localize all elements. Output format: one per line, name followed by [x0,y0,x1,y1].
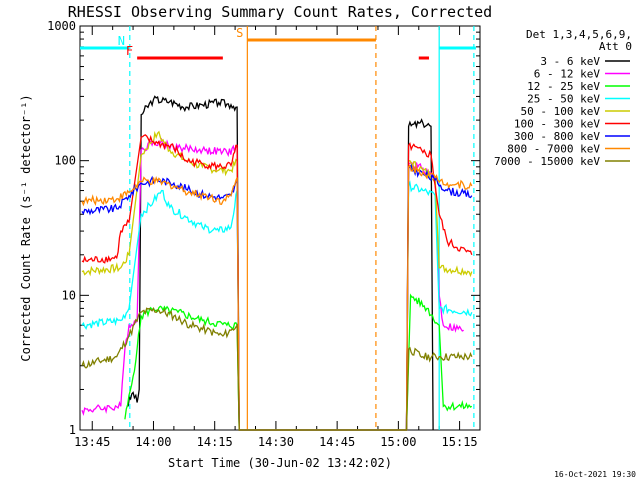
y-axis-label: Corrected Count Rate (s⁻¹ detector⁻¹) [19,94,33,361]
flag-label-f: F [126,44,133,58]
x-tick-label: 14:00 [135,435,171,449]
x-tick-label: 14:45 [319,435,355,449]
x-tick-label: 13:45 [74,435,110,449]
plot-area: 1 10 100 1000 13:45 14:00 14:15 14:30 14:45 15:00… [47,19,481,449]
legend-entry-label: 6 - 12 keV [534,68,601,81]
chart-title: RHESSI Observing Summary Count Rates, Co… [68,3,492,21]
legend-entry-label: 50 - 100 keV [521,105,601,118]
x-tick-label: 14:30 [258,435,294,449]
legend-entry-label: 7000 - 15000 keV [494,155,600,168]
x-tick-label: 15:15 [442,435,478,449]
legend-entry-label: 12 - 25 keV [527,80,600,93]
x-tick-label: 15:00 [380,435,416,449]
x-tick-label: 14:15 [197,435,233,449]
series-line [81,180,473,431]
series-line [81,307,473,431]
series-line [124,293,473,431]
y-tick-label: 1 [69,423,76,437]
series-line [126,95,434,431]
y-tick-label: 1000 [47,19,76,33]
x-axis-label: Start Time (30-Jun-02 13:42:02) [168,456,392,470]
legend-entry-label: 300 - 800 keV [514,130,600,143]
timestamp: 16-Oct-2021 19:30 [554,470,636,479]
legend-header-line-1: Det 1,3,4,5,6,9, [526,28,632,41]
series-line [81,134,473,431]
legend-entry-label: 25 - 50 keV [527,93,600,106]
flag-label-n: N [118,34,125,48]
y-tick-label: 100 [54,154,76,168]
legend-entry-label: 3 - 6 keV [540,55,600,68]
flag-label-s: S [236,26,243,40]
series-line [81,164,473,431]
legend-header-line-2: Att 0 [599,40,632,53]
legend-entry-label: 100 - 300 keV [514,118,600,131]
y-tick-label: 10 [62,288,76,302]
legend-entry-label: 800 - 7000 keV [507,143,600,156]
